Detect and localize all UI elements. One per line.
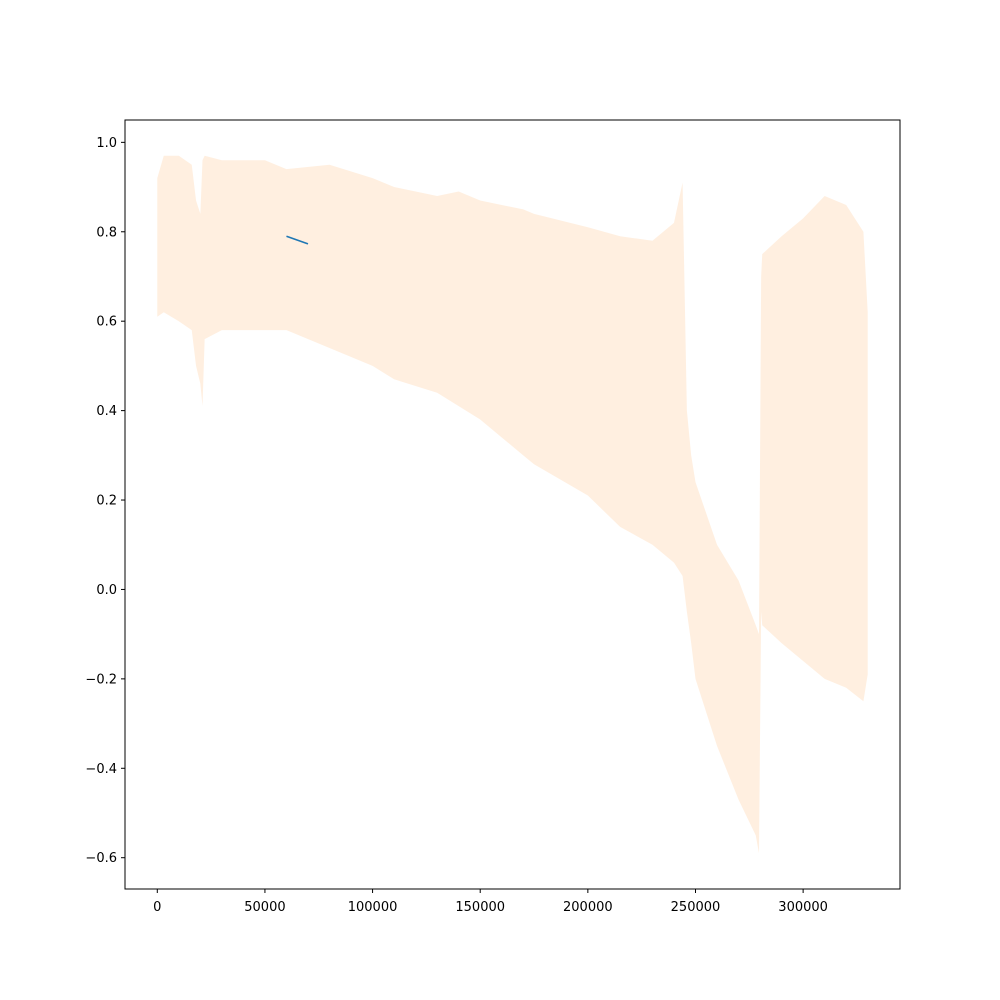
x-tick-label: 250000 xyxy=(671,900,721,915)
y-tick-label: 1.0 xyxy=(96,136,117,151)
x-tick-label: 150000 xyxy=(455,900,505,915)
x-axis: 0 50000 100000 150000 200000 250000 300000 xyxy=(153,889,828,915)
y-tick-label: −0.4 xyxy=(85,762,117,777)
plot-area xyxy=(157,155,868,854)
y-axis: 1.0 0.8 0.6 0.4 0.2 0.0 −0.2 −0.4 −0.6 xyxy=(85,136,125,866)
y-tick-label: 0.6 xyxy=(96,315,117,330)
x-tick-label: 300000 xyxy=(778,900,828,915)
line-series-0 xyxy=(286,235,309,245)
x-tick-label: 200000 xyxy=(563,900,613,915)
y-tick-label: 0.2 xyxy=(96,494,117,509)
y-tick-label: 0.0 xyxy=(96,583,117,598)
y-tick-label: 0.4 xyxy=(96,404,117,419)
y-tick-label: −0.2 xyxy=(85,672,117,687)
band-series-1 xyxy=(157,155,868,854)
y-tick-label: −0.6 xyxy=(85,851,117,866)
y-tick-label: 0.8 xyxy=(96,225,117,240)
x-tick-label: 100000 xyxy=(348,900,398,915)
x-tick-label: 0 xyxy=(153,900,161,915)
axes-frame xyxy=(124,119,901,890)
x-tick-label: 50000 xyxy=(244,900,285,915)
